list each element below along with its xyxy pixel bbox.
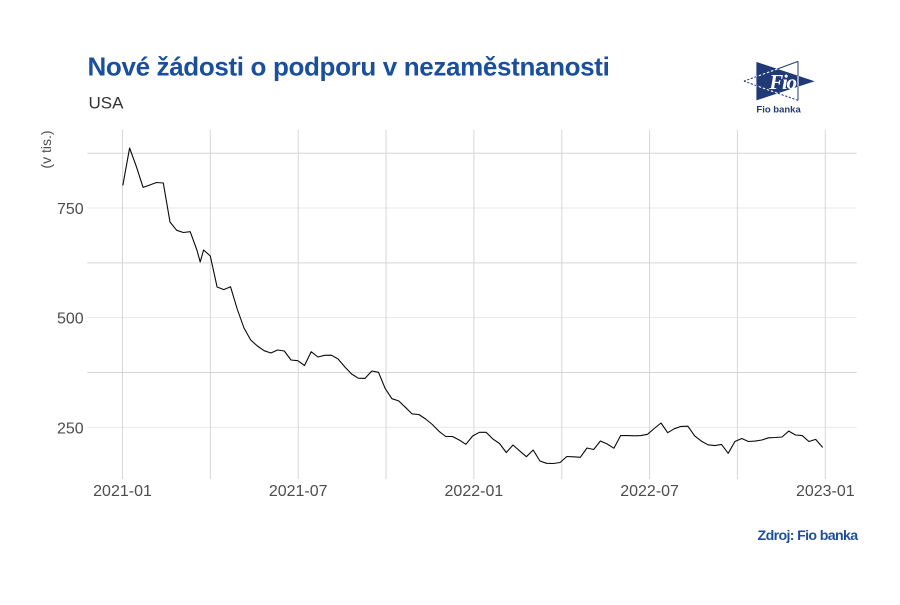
svg-text:Fio: Fio: [768, 70, 796, 94]
svg-text:USA: USA: [89, 94, 125, 113]
svg-text:250: 250: [57, 420, 84, 437]
svg-text:2022-07: 2022-07: [620, 483, 679, 500]
svg-text:Fio banka: Fio banka: [756, 105, 801, 116]
svg-text:500: 500: [57, 311, 84, 328]
svg-text:2021-01: 2021-01: [93, 483, 152, 500]
svg-text:2023-01: 2023-01: [796, 483, 855, 500]
svg-text:Zdroj: Fio banka: Zdroj: Fio banka: [758, 528, 859, 544]
svg-text:Nové žádosti o podporu v nezam: Nové žádosti o podporu v nezaměstnanosti: [88, 51, 610, 81]
svg-text:(v tis.): (v tis.): [38, 130, 54, 168]
svg-text:750: 750: [57, 201, 84, 218]
svg-text:2022-01: 2022-01: [445, 483, 504, 500]
svg-text:2021-07: 2021-07: [269, 483, 328, 500]
